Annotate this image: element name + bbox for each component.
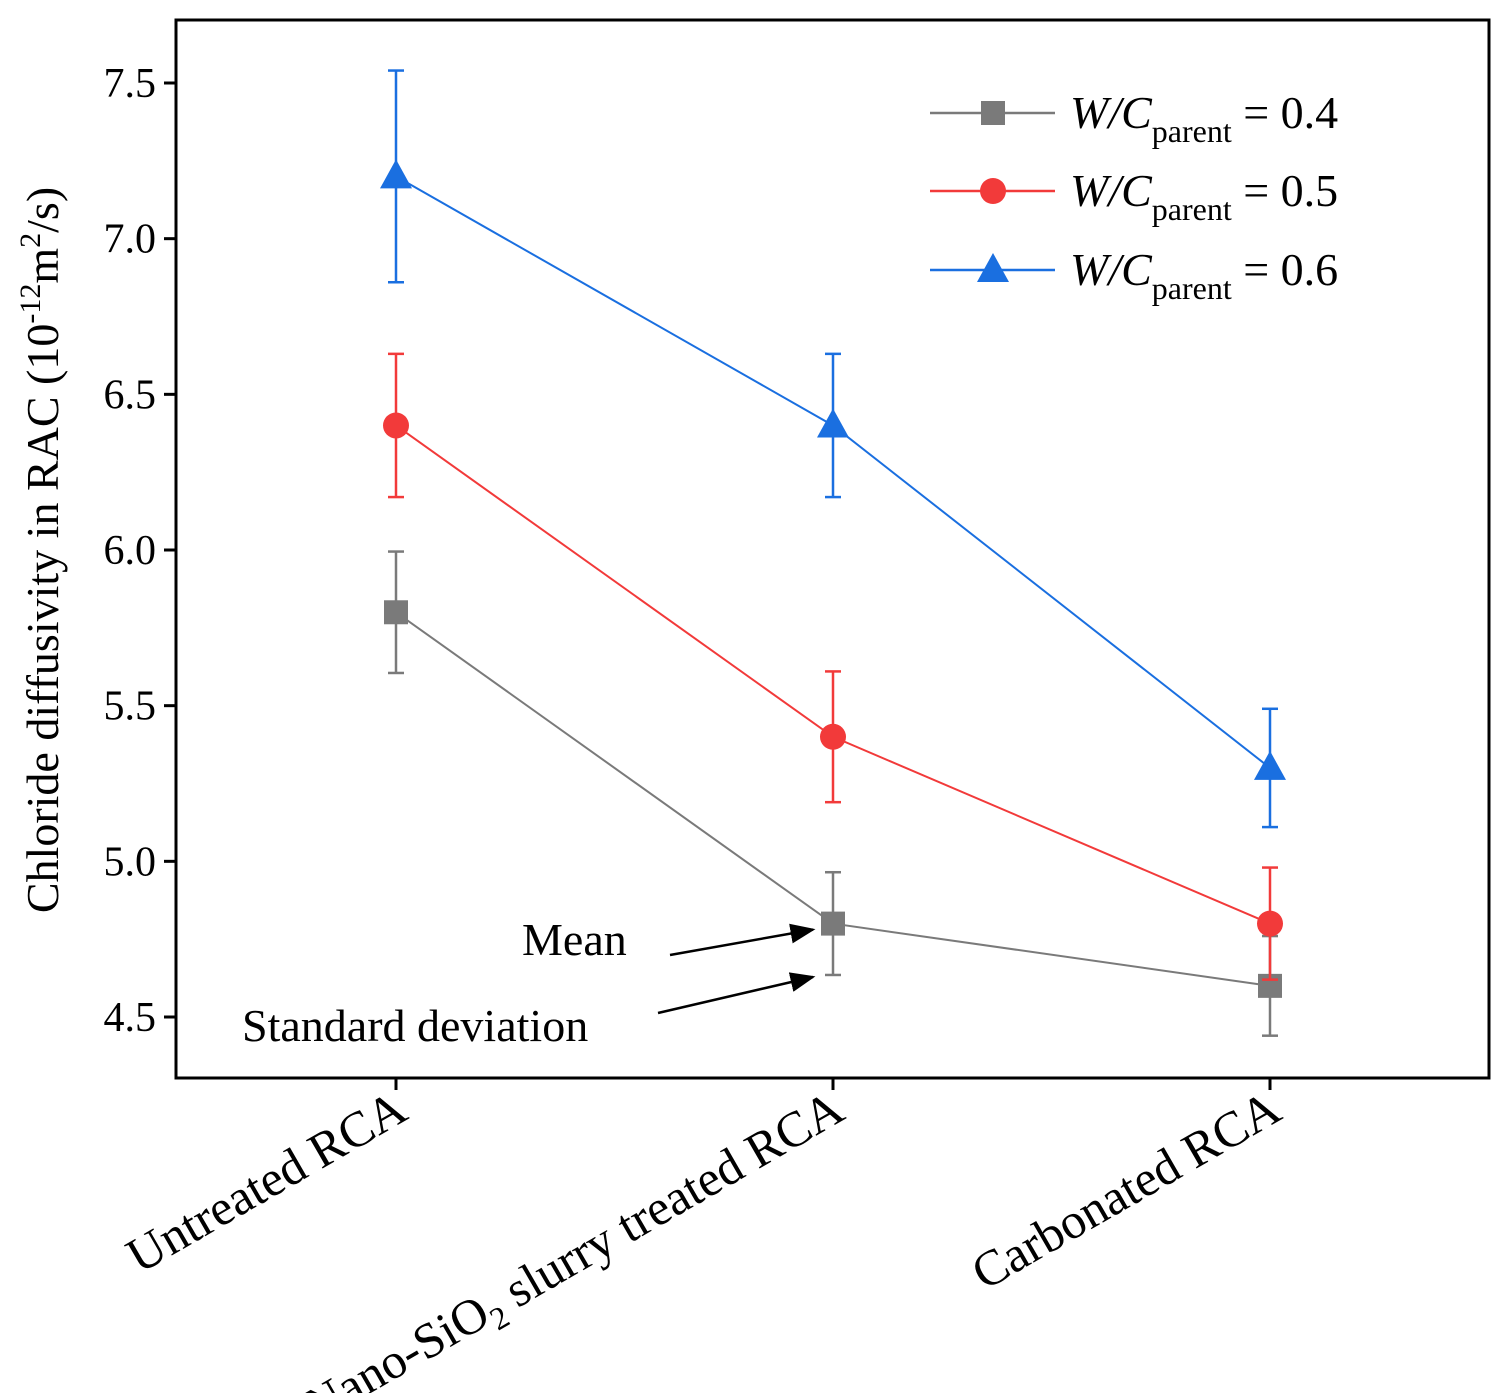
y-tick-label: 5.5 [104,684,157,730]
data-point [820,723,846,750]
annotation-std-arrow [657,972,816,1015]
series-0 [384,550,1282,1037]
annotation-mean-arrow [669,923,816,957]
data-point [817,408,849,438]
legend-marker [980,178,1006,204]
legend-item: W/Cparent = 0.5 [930,165,1338,227]
y-tick-label: 5.0 [104,839,157,885]
data-point [383,412,409,439]
legend-label: W/Cparent = 0.5 [1070,165,1338,227]
data-point [380,159,412,189]
annotations: Mean Standard deviation [242,914,816,1051]
data-point [384,600,408,625]
annotation-mean: Mean [522,914,627,965]
series-1 [383,352,1283,981]
legend-label: W/Cparent = 0.6 [1070,244,1338,306]
data-point [1254,750,1286,780]
data-point [821,911,845,936]
legend-item: W/Cparent = 0.4 [930,87,1338,149]
y-tick-label: 6.5 [104,372,157,418]
legend: W/Cparent = 0.4 W/Cparent = 0.5 W/Cparent … [930,87,1338,306]
x-tick-label: Untreated RCA [117,1079,416,1284]
legend-item: W/Cparent = 0.6 [930,244,1338,306]
legend-marker [977,253,1009,282]
x-tick-label: Carbonated RCA [962,1079,1289,1300]
y-tick-label: 4.5 [104,995,157,1041]
data-point [1257,910,1283,937]
y-tick-label: 7.5 [104,61,157,107]
legend-marker [981,101,1005,125]
series-2 [380,69,1286,829]
legend-label: W/Cparent = 0.4 [1070,87,1338,149]
y-tick-label: 7.0 [104,217,157,263]
annotation-std: Standard deviation [242,1000,588,1051]
y-axis-label: Chloride diffusivity in RAC (10-12m2/s) [14,187,68,913]
y-tick-label: 6.0 [104,528,157,574]
